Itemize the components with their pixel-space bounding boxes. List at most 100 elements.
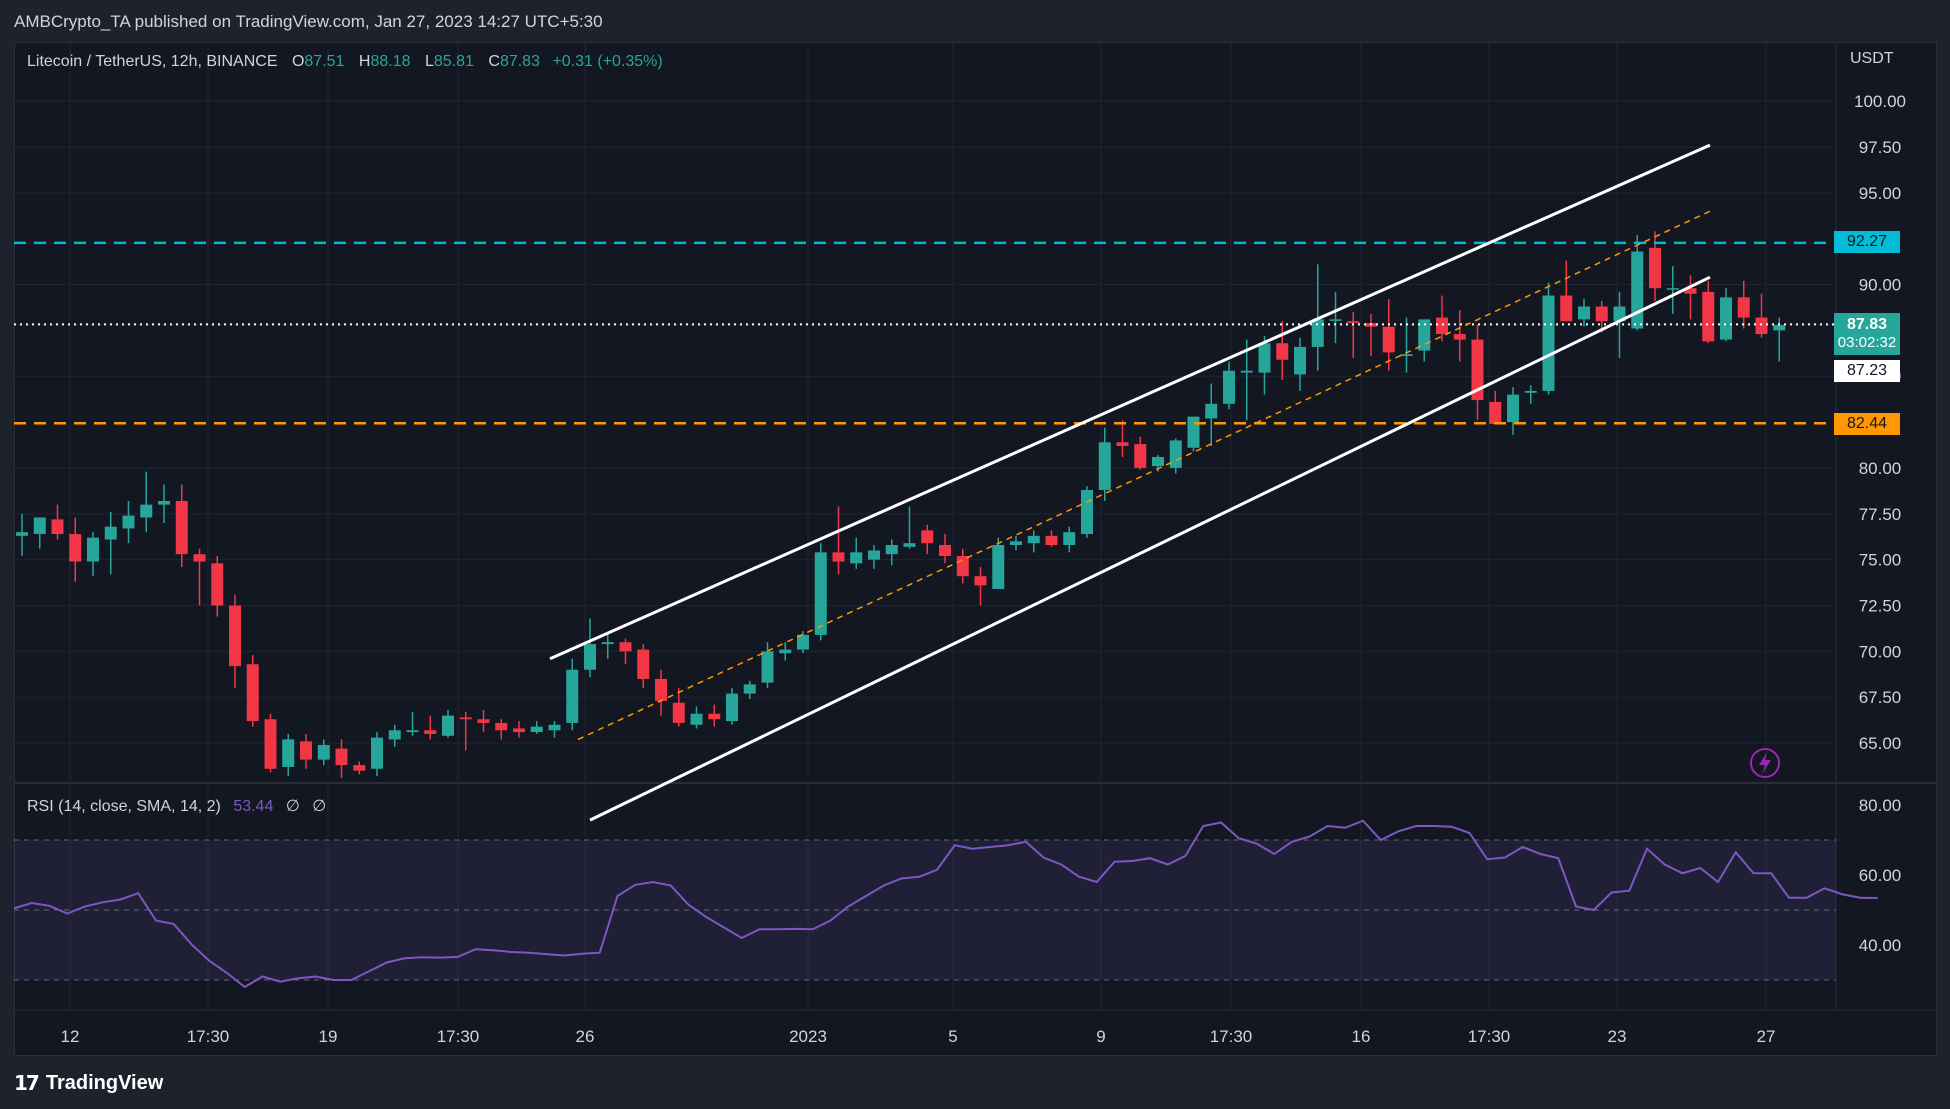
bottom-bar bbox=[0, 1056, 1950, 1109]
tradingview-logo[interactable]: 17 TradingView bbox=[14, 1071, 163, 1095]
price-tick-label: 100.00 bbox=[1854, 92, 1906, 111]
candle-body bbox=[158, 500, 170, 505]
symbol-name: Litecoin / TetherUS, 12h, BINANCE bbox=[27, 53, 278, 70]
candle bbox=[513, 721, 525, 738]
candle-body bbox=[1560, 295, 1573, 322]
candle bbox=[850, 537, 863, 569]
candle-body bbox=[282, 739, 295, 767]
candle-body bbox=[956, 556, 969, 577]
candle-body bbox=[726, 693, 738, 722]
rsi-legend[interactable]: RSI (14, close, SMA, 14, 2) 53.44 ∅ ∅ bbox=[27, 796, 326, 816]
candle bbox=[761, 642, 774, 689]
candle-body bbox=[406, 730, 419, 733]
rsi-series-line bbox=[13, 819, 1878, 989]
time-tick-label: 2023 bbox=[789, 1027, 827, 1046]
candle bbox=[1737, 280, 1750, 329]
candle-body bbox=[1755, 317, 1768, 335]
candle-body bbox=[1098, 442, 1111, 490]
candle bbox=[300, 733, 312, 769]
candle-body bbox=[655, 678, 667, 701]
rsi-value: 53.44 bbox=[233, 798, 274, 815]
time-tick-label: 16 bbox=[1352, 1027, 1371, 1046]
close-label: C bbox=[488, 53, 500, 70]
candle-body bbox=[1311, 319, 1324, 347]
tradingview-logo-icon: 17 bbox=[14, 1071, 40, 1095]
rsi-na-1: ∅ bbox=[285, 798, 300, 815]
candle-body bbox=[584, 644, 596, 670]
candle bbox=[1365, 313, 1377, 357]
candle-body bbox=[1489, 401, 1502, 424]
candle bbox=[1187, 416, 1200, 452]
candle bbox=[1453, 310, 1466, 362]
candles bbox=[16, 231, 1786, 778]
candle bbox=[726, 688, 738, 725]
time-tick-label: 27 bbox=[1757, 1027, 1776, 1046]
time-tick-label: 5 bbox=[948, 1027, 957, 1046]
candle bbox=[158, 484, 170, 523]
candle bbox=[885, 539, 898, 566]
candle bbox=[229, 594, 241, 689]
candle bbox=[1294, 337, 1306, 391]
candle bbox=[1684, 275, 1697, 320]
time-tick-label: 23 bbox=[1608, 1027, 1627, 1046]
candle bbox=[1702, 280, 1715, 344]
candle bbox=[1560, 260, 1573, 322]
lightning-icon[interactable] bbox=[1750, 748, 1780, 778]
candle bbox=[619, 638, 632, 665]
candle-body bbox=[779, 649, 792, 654]
candle bbox=[779, 642, 792, 661]
candle bbox=[992, 537, 1005, 590]
candle bbox=[921, 524, 934, 555]
candle bbox=[530, 721, 543, 734]
candle-body bbox=[104, 526, 117, 540]
candle bbox=[104, 511, 117, 575]
candle bbox=[1755, 293, 1768, 338]
symbol-legend[interactable]: Litecoin / TetherUS, 12h, BINANCE O87.51… bbox=[27, 53, 663, 71]
candle-body bbox=[16, 532, 28, 536]
candle bbox=[140, 471, 153, 533]
candle-body bbox=[442, 715, 454, 736]
candle bbox=[743, 680, 756, 700]
support-price-box: 82.44 bbox=[1834, 413, 1900, 435]
candle bbox=[1276, 321, 1289, 380]
high-label: H bbox=[358, 53, 371, 70]
candle-body bbox=[885, 545, 898, 555]
channel-upper-line bbox=[549, 143, 1711, 661]
rsi-line bbox=[13, 819, 1878, 989]
candle-body bbox=[1063, 532, 1076, 546]
resistance-price-box: 92.27 bbox=[1834, 231, 1900, 253]
candle-body bbox=[246, 664, 259, 722]
channel-midline bbox=[577, 210, 1711, 741]
candle bbox=[406, 711, 419, 736]
candle-body bbox=[1294, 346, 1306, 375]
channel-lower-line bbox=[589, 275, 1711, 822]
candle-body bbox=[477, 719, 490, 723]
lightning-bolt-icon bbox=[1759, 752, 1771, 774]
price-tick-label: 70.00 bbox=[1859, 642, 1902, 661]
candle bbox=[690, 706, 703, 729]
candle-body bbox=[797, 634, 809, 650]
candle-body bbox=[1578, 306, 1590, 320]
candle bbox=[87, 532, 99, 577]
candle-body bbox=[264, 719, 277, 769]
candle bbox=[1489, 390, 1502, 424]
rsi-background bbox=[14, 839, 1836, 981]
candle-body bbox=[1595, 306, 1608, 322]
currency-label: USDT bbox=[1850, 50, 1894, 67]
candle-body bbox=[1010, 541, 1022, 546]
candle-body bbox=[868, 550, 880, 560]
candle bbox=[1347, 312, 1360, 358]
price-tick-label: 75.00 bbox=[1859, 551, 1902, 570]
candle-body bbox=[1773, 324, 1786, 331]
top-bar: AMBCrypto_TA published on TradingView.co… bbox=[0, 0, 1950, 42]
time-tick-label: 17:30 bbox=[437, 1027, 480, 1046]
high-value: 88.18 bbox=[370, 53, 411, 70]
candle-body bbox=[1187, 416, 1200, 448]
candle bbox=[1081, 486, 1093, 538]
candle bbox=[246, 655, 259, 727]
candle-body bbox=[1613, 306, 1626, 322]
candle bbox=[33, 517, 46, 549]
candle-body bbox=[300, 741, 312, 760]
candle-body bbox=[1400, 354, 1413, 357]
